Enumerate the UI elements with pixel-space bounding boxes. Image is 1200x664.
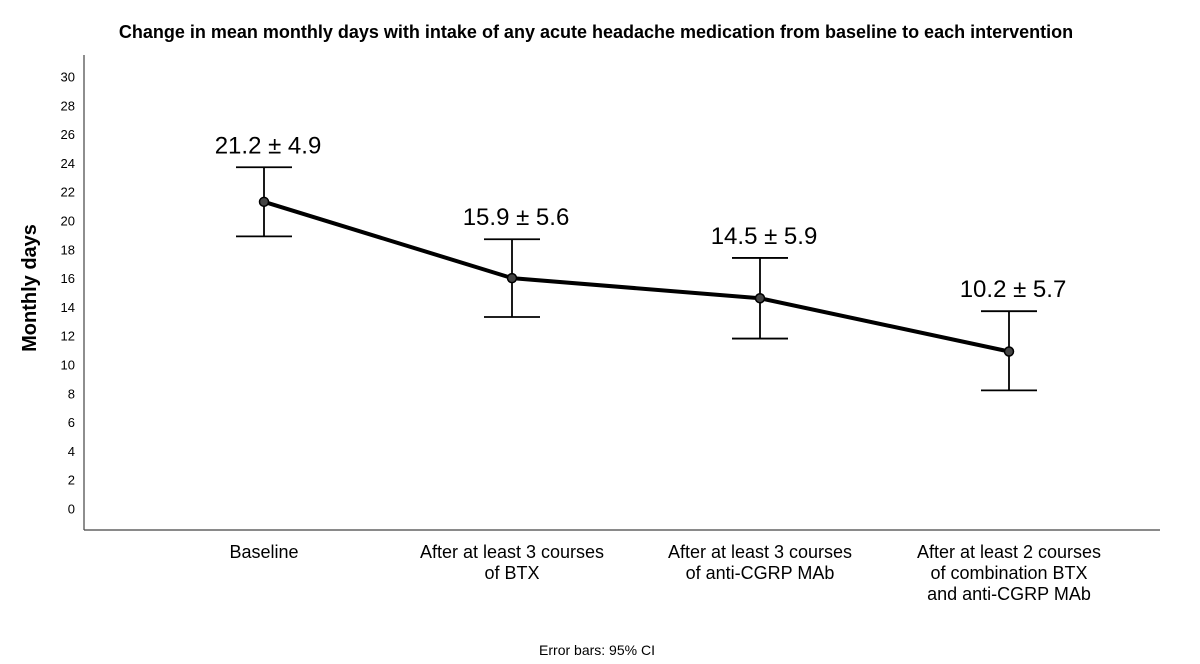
data-label: 10.2 ± 5.7 [960, 276, 1067, 303]
y-tick-label: 6 [68, 415, 75, 430]
x-category-label: After at least 3 courses of BTX [420, 542, 604, 583]
y-tick-label: 22 [61, 185, 75, 200]
data-point [506, 272, 518, 284]
data-point [258, 196, 270, 208]
y-tick-label: 4 [68, 444, 75, 459]
x-category-label: Baseline [229, 542, 298, 562]
y-axis-label: Monthly days [19, 224, 41, 352]
x-category-label-line: Baseline [229, 542, 298, 562]
x-category-label-line: of combination BTX [930, 563, 1087, 583]
y-tick-label: 16 [61, 271, 75, 286]
y-tick-label: 28 [61, 98, 75, 113]
data-labels: 21.2 ± 4.9 15.9 ± 5.6 14.5 ± 5.9 10.2 ± 5.7 [215, 132, 1067, 303]
data-point [1003, 346, 1015, 357]
y-tick-label: 12 [61, 329, 75, 344]
y-tick-label: 10 [61, 357, 75, 372]
x-category-label-line: of BTX [484, 563, 539, 583]
x-category-label-line: and anti-CGRP MAb [927, 584, 1091, 604]
y-tick-label: 18 [61, 242, 75, 257]
error-bars [236, 166, 1037, 392]
x-category-label: After at least 2 courses of combination B… [917, 542, 1101, 604]
y-tick-label: 8 [68, 386, 75, 401]
x-category-label: After at least 3 courses of anti-CGRP MAb [668, 542, 852, 583]
y-tick-label: 30 [61, 70, 75, 85]
data-label: 15.9 ± 5.6 [463, 204, 570, 231]
chart-title: Change in mean monthly days with intake … [119, 22, 1073, 42]
x-category-label-line: After at least 3 courses [668, 542, 852, 562]
data-points [258, 196, 1015, 357]
series-line [263, 199, 1010, 354]
y-tick-label: 24 [61, 156, 75, 171]
data-point [754, 293, 766, 304]
y-tick-label: 14 [61, 300, 75, 315]
y-tick-label: 26 [61, 127, 75, 142]
data-label: 21.2 ± 4.9 [215, 132, 322, 159]
x-category-labels: Baseline After at least 3 courses of BTXAf… [229, 542, 1101, 604]
error-bars-footnote: Error bars: 95% CI [539, 642, 655, 658]
x-category-label-line: After at least 3 courses [420, 542, 604, 562]
y-tick-label: 2 [68, 473, 75, 488]
x-category-label-line: After at least 2 courses [917, 542, 1101, 562]
data-label: 14.5 ± 5.9 [711, 223, 818, 250]
y-tick-label: 20 [61, 214, 75, 229]
x-category-label-line: of anti-CGRP MAb [686, 563, 835, 583]
y-tick-label: 0 [68, 501, 75, 516]
